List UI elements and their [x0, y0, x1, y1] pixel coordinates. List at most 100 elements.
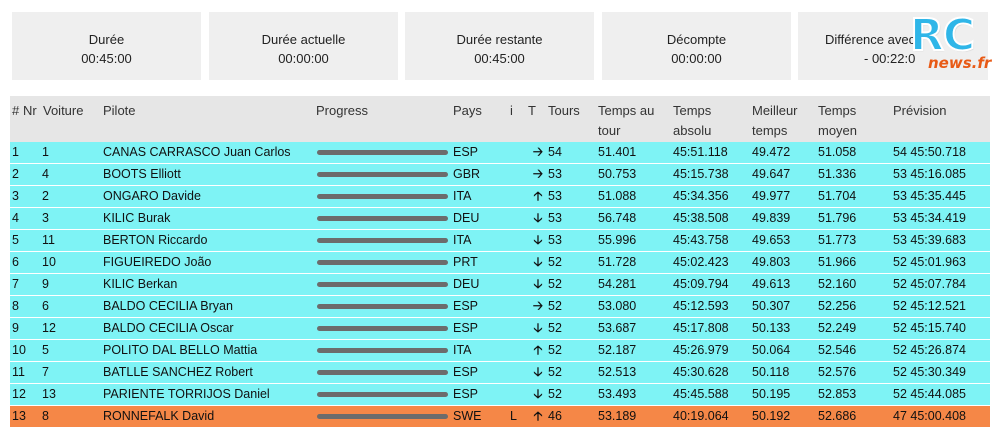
cell-pos: 13 — [12, 409, 26, 423]
logo-rc-text: RC — [909, 9, 976, 62]
progress-bar — [317, 414, 448, 419]
cell-pilote: ONGARO Davide — [103, 189, 201, 203]
cell-pilote: BOOTS Elliott — [103, 167, 181, 181]
cell-pays: ESP — [453, 299, 479, 313]
col-temps-moyen[interactable]: Temps moyen — [818, 103, 858, 138]
trend-down-arrow-icon: 🡣 — [533, 233, 543, 247]
cell-i: L — [510, 409, 517, 423]
table-row[interactable]: 8 6 BALDO CECILIA Bryan ESP 52 53.080 45:12.59… — [10, 296, 990, 317]
col-pilote[interactable]: Pilote — [103, 103, 136, 118]
cell-temps-absolu: 45:51.118 — [673, 145, 728, 159]
table-row[interactable]: 4 3 KILIC Burak DEU 53 56.748 45:38.508 49.839 5… — [10, 208, 990, 229]
cell-nr: 6 — [42, 299, 49, 313]
card-label: Différence avec — [825, 32, 916, 47]
table-row[interactable]: 13 8 RONNEFALK David SWE L 46 53.189 40:19.064 5… — [10, 406, 990, 427]
cell-nr: 10 — [42, 255, 56, 269]
cell-pos: 11 — [12, 365, 25, 379]
table-row[interactable]: 1 1 CANAS CARRASCO Juan Carlos ESP 54 51.401 4… — [10, 142, 990, 163]
cell-tours: 52 — [548, 387, 562, 401]
progress-bar — [317, 238, 448, 243]
cell-temps-tour: 52.187 — [598, 343, 637, 357]
cell-pilote: BALDO CECILIA Oscar — [103, 321, 234, 335]
col-nr[interactable]: Nr — [23, 103, 37, 118]
cell-tours: 53 — [548, 189, 562, 203]
col-tours[interactable]: Tours — [548, 103, 580, 118]
cell-temps-moyen: 51.058 — [818, 145, 857, 159]
trend-down-arrow-icon: 🡣 — [533, 387, 543, 401]
cell-meilleur-temps: 49.653 — [752, 233, 791, 247]
table-row[interactable]: 5 11 BERTON Riccardo ITA 53 55.996 45:43.758 49… — [10, 230, 990, 251]
cell-prevision: 52 45:01.963 — [893, 255, 966, 269]
cell-temps-absolu: 45:09.794 — [673, 277, 729, 291]
table-row[interactable]: 7 9 KILIC Berkan DEU 52 54.281 45:09.794 49.613… — [10, 274, 990, 295]
col-temps-tour[interactable]: Temps au tour — [598, 103, 655, 138]
cell-temps-absolu: 45:17.808 — [673, 321, 729, 335]
cell-nr: 3 — [42, 211, 49, 225]
col-meilleur-temps[interactable]: Meilleur temps — [752, 103, 798, 138]
cell-temps-absolu: 45:26.979 — [673, 343, 729, 357]
cell-tours: 52 — [548, 343, 562, 357]
cell-pilote: CANAS CARRASCO Juan Carlos — [103, 145, 291, 159]
col-pays[interactable]: Pays — [453, 103, 482, 118]
cell-temps-absolu: 45:30.628 — [673, 365, 729, 379]
cell-prevision: 52 45:26.874 — [893, 343, 966, 357]
cell-temps-absolu: 45:12.593 — [673, 299, 729, 313]
cell-prevision: 52 45:15.740 — [893, 321, 966, 335]
col-pos[interactable]: # — [12, 103, 20, 118]
card-label: Durée restante — [456, 32, 543, 47]
col-voiture[interactable]: Voiture — [43, 103, 84, 118]
cell-meilleur-temps: 50.118 — [752, 365, 790, 379]
cell-temps-tour: 51.728 — [598, 255, 637, 269]
col-progress[interactable]: Progress — [316, 103, 369, 118]
card-value: - 00:22:0 — [864, 51, 916, 66]
cell-nr: 8 — [42, 409, 49, 423]
cell-nr: 2 — [42, 189, 49, 203]
trend-right-arrow-icon: 🡢 — [532, 145, 544, 159]
cell-pos: 10 — [12, 343, 26, 357]
cell-temps-tour: 56.748 — [598, 211, 637, 225]
cell-nr: 1 — [42, 145, 49, 159]
col-t[interactable]: T — [528, 103, 536, 118]
trend-down-arrow-icon: 🡣 — [533, 277, 543, 291]
cell-pilote: PARIENTE TORRIJOS Daniel — [103, 387, 270, 401]
progress-bar — [317, 370, 448, 375]
cell-meilleur-temps: 49.839 — [752, 211, 791, 225]
table-row[interactable]: 9 12 BALDO CECILIA Oscar ESP 52 53.687 45:17.8… — [10, 318, 990, 339]
table-row[interactable]: 12 13 PARIENTE TORRIJOS Daniel ESP 52 53.493 4… — [10, 384, 990, 405]
cell-tours: 52 — [548, 299, 562, 313]
cell-nr: 7 — [42, 365, 49, 379]
col-prevision[interactable]: Prévision — [893, 103, 947, 118]
cell-pos: 6 — [12, 255, 19, 269]
table-row[interactable]: 6 10 FIGUEIREDO João PRT 52 51.728 45:02.423 49… — [10, 252, 990, 273]
col-i[interactable]: i — [510, 103, 513, 118]
col-temps-absolu[interactable]: Temps absolu — [673, 103, 712, 138]
cell-temps-moyen: 51.773 — [818, 233, 857, 247]
cell-pilote: BERTON Riccardo — [103, 233, 208, 247]
progress-bar — [317, 194, 448, 199]
cell-meilleur-temps: 49.977 — [752, 189, 791, 203]
cell-meilleur-temps: 50.192 — [752, 409, 791, 423]
cell-meilleur-temps: 50.307 — [752, 299, 791, 313]
cell-pos: 9 — [12, 321, 19, 335]
cell-pilote: KILIC Berkan — [103, 277, 178, 291]
cell-pilote: FIGUEIREDO João — [103, 255, 212, 269]
logo-news-text: news.fr — [928, 54, 992, 72]
trend-down-arrow-icon: 🡣 — [533, 255, 543, 269]
cell-temps-absolu: 45:02.423 — [673, 255, 729, 269]
cell-temps-tour: 53.189 — [598, 409, 637, 423]
cell-temps-tour: 55.996 — [598, 233, 637, 247]
cell-tours: 52 — [548, 255, 562, 269]
table-row[interactable]: 2 4 BOOTS Elliott GBR 53 50.753 45:15.738 49.64… — [10, 164, 990, 185]
trend-down-arrow-icon: 🡣 — [533, 211, 543, 225]
trend-right-arrow-icon: 🡢 — [532, 167, 544, 181]
table-row[interactable]: 11 7 BATLLE SANCHEZ Robert ESP 52 52.513 45:30… — [10, 362, 990, 383]
cell-pilote: BALDO CECILIA Bryan — [103, 299, 233, 313]
cell-prevision: 53 45:16.085 — [893, 167, 966, 181]
table-row[interactable]: 10 5 POLITO DAL BELLO Mattia ITA 52 52.187 45:… — [10, 340, 990, 361]
cell-temps-absolu: 45:38.508 — [673, 211, 729, 225]
cell-pos: 1 — [12, 145, 19, 159]
cell-temps-tour: 51.401 — [598, 145, 637, 159]
cell-tours: 52 — [548, 321, 562, 335]
cell-temps-tour: 53.080 — [598, 299, 637, 313]
table-row[interactable]: 3 2 ONGARO Davide ITA 53 51.088 45:34.356 49.97… — [10, 186, 990, 207]
